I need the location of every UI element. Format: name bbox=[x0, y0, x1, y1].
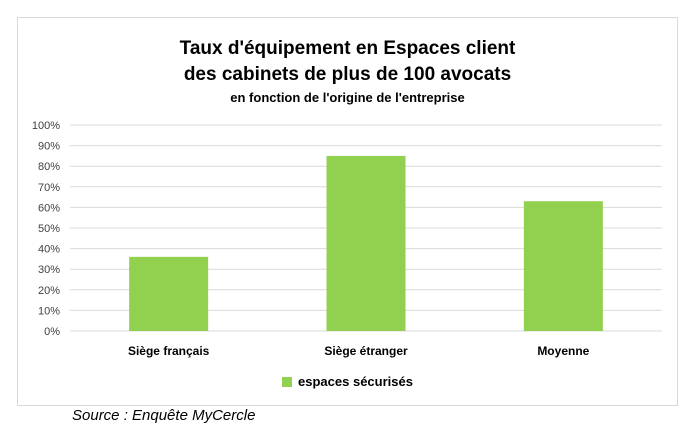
y-tick-label: 0% bbox=[44, 326, 60, 338]
bar-2 bbox=[326, 155, 406, 331]
y-tick-label: 40% bbox=[38, 244, 60, 256]
bars bbox=[129, 155, 603, 331]
bar-1 bbox=[129, 256, 209, 331]
y-tick-label: 70% bbox=[38, 182, 60, 194]
y-tick-label: 60% bbox=[38, 202, 60, 214]
y-tick-label: 90% bbox=[38, 141, 60, 153]
x-tick-label: Siège étranger bbox=[324, 344, 408, 358]
source-note: Source : Enquête MyCercle bbox=[72, 407, 256, 424]
x-tick-label: Moyenne bbox=[537, 344, 589, 358]
y-tick-label: 100% bbox=[32, 120, 60, 132]
chart-title-line-1: Taux d'équipement en Espaces client bbox=[179, 38, 516, 59]
y-tick-label: 20% bbox=[38, 285, 60, 297]
y-tick-label: 10% bbox=[38, 305, 60, 317]
chart-title-line-2: des cabinets de plus de 100 avocats bbox=[183, 64, 512, 85]
y-tick-label: 80% bbox=[38, 161, 60, 173]
legend: espaces sécurisés bbox=[17, 374, 678, 389]
x-tick-label: Siège français bbox=[128, 344, 210, 358]
y-axis-tick-labels: 0% 10% 20% 30% 40% 50% 60% 70% 80% 90% 100% bbox=[32, 120, 60, 338]
chart-subtitle: en fonction de l'origine de l'entreprise bbox=[230, 90, 465, 105]
y-tick-label: 50% bbox=[38, 223, 60, 235]
legend-swatch bbox=[282, 377, 293, 387]
x-axis-tick-labels: Siège français Siège étranger Moyenne bbox=[128, 344, 590, 358]
legend-label: espaces sécurisés bbox=[298, 374, 413, 389]
bar-3 bbox=[523, 201, 603, 331]
y-tick-label: 30% bbox=[38, 264, 60, 276]
